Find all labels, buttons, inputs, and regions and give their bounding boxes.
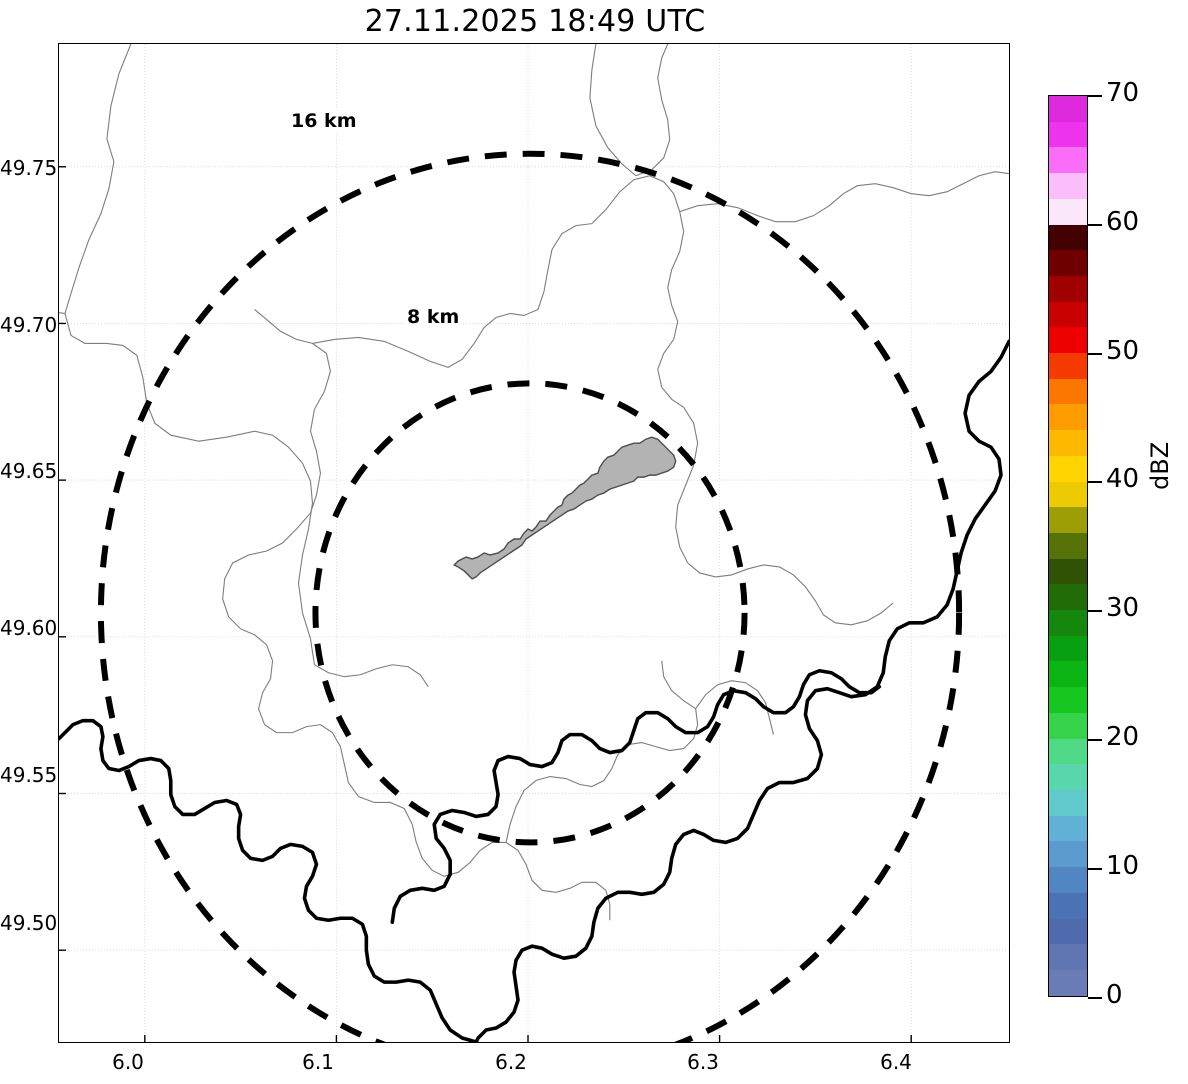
y-tick-label: 49.50 xyxy=(0,911,58,935)
colorbar-segment xyxy=(1049,147,1087,174)
colorbar-segment xyxy=(1049,789,1087,816)
colorbar-segment xyxy=(1049,275,1087,302)
colorbar-tick-label: 70 xyxy=(1106,78,1140,108)
colorbar-segment xyxy=(1049,944,1087,970)
colorbar-tick xyxy=(1088,224,1102,226)
colorbar-segment xyxy=(1049,198,1087,225)
range-ring-16km xyxy=(98,150,962,1042)
colorbar-segment xyxy=(1049,841,1087,868)
y-tick-label: 49.60 xyxy=(0,616,58,640)
colorbar-tick-label: 50 xyxy=(1106,336,1140,366)
colorbar-segment xyxy=(1049,404,1087,431)
colorbar-tick xyxy=(1088,868,1102,870)
colorbar-segment xyxy=(1049,250,1087,276)
national-border xyxy=(59,339,1009,1042)
colorbar-segment xyxy=(1049,224,1087,251)
colorbar-tick xyxy=(1088,997,1102,999)
colorbar-segment xyxy=(1049,918,1087,945)
figure-title: 27.11.2025 18:49 UTC xyxy=(364,4,706,39)
colorbar-segment xyxy=(1049,635,1087,662)
x-tick-label: 6.0 xyxy=(112,1050,144,1074)
colorbar-tick xyxy=(1088,610,1102,612)
colorbar-tick xyxy=(1088,353,1102,355)
y-tick-label: 49.70 xyxy=(0,313,58,337)
range-ring-label-8km: 8 km xyxy=(405,306,462,328)
colorbar-segment xyxy=(1049,481,1087,508)
y-tick-label: 49.65 xyxy=(0,459,58,483)
x-tick-label: 6.2 xyxy=(495,1050,527,1074)
colorbar-segment xyxy=(1049,301,1087,328)
colorbar-segment xyxy=(1049,584,1087,611)
colorbar-segment xyxy=(1049,610,1087,636)
colorbar-segment xyxy=(1049,121,1087,148)
colorbar-tick xyxy=(1088,481,1102,483)
y-tick-label: 49.75 xyxy=(0,156,58,180)
x-tick-label: 6.1 xyxy=(302,1050,334,1074)
map-canvas xyxy=(59,44,1009,1042)
colorbar-tick-label: 10 xyxy=(1106,851,1140,881)
y-tick-label: 49.55 xyxy=(0,763,58,787)
colorbar-segment xyxy=(1049,815,1087,842)
colorbar-segment xyxy=(1049,378,1087,405)
colorbar-segment xyxy=(1049,430,1087,456)
colorbar-title: dBZ xyxy=(1146,441,1174,490)
range-ring-label-16km: 16 km xyxy=(289,110,359,132)
colorbar-tick-label: 40 xyxy=(1106,464,1140,494)
colorbar-tick-label: 60 xyxy=(1106,207,1140,237)
colorbar-segment xyxy=(1049,712,1087,739)
colorbar-tick xyxy=(1088,739,1102,741)
colorbar[interactable] xyxy=(1048,95,1088,997)
x-tick-label: 6.3 xyxy=(687,1050,719,1074)
colorbar-segment xyxy=(1049,661,1087,688)
colorbar-segment xyxy=(1049,969,1087,996)
colorbar-segment xyxy=(1049,687,1087,713)
colorbar-segment xyxy=(1049,892,1087,919)
x-tick-label: 6.4 xyxy=(880,1050,912,1074)
range-ring-8km xyxy=(312,380,748,846)
colorbar-segment xyxy=(1049,738,1087,765)
colorbar-tick-label: 30 xyxy=(1106,593,1140,623)
map-plot-area[interactable]: 16 km 8 km xyxy=(58,43,1010,1043)
colorbar-tick-label: 20 xyxy=(1106,722,1140,752)
grid-lines xyxy=(59,44,1009,1042)
colorbar-segment xyxy=(1049,532,1087,559)
colorbar-segment xyxy=(1049,455,1087,482)
colorbar-segment xyxy=(1049,867,1087,893)
colorbar-segment xyxy=(1049,353,1087,379)
commune-boundaries xyxy=(59,44,1009,921)
colorbar-tick xyxy=(1088,95,1102,97)
range-rings xyxy=(98,150,962,1042)
colorbar-segment xyxy=(1049,173,1087,199)
colorbar-segment xyxy=(1049,96,1087,122)
colorbar-segment xyxy=(1049,764,1087,790)
colorbar-segment xyxy=(1049,558,1087,585)
axis-ticks xyxy=(59,166,912,1042)
colorbar-segment xyxy=(1049,327,1087,354)
city-area-polygon xyxy=(452,436,677,580)
colorbar-tick-label: 0 xyxy=(1106,980,1123,1010)
colorbar-segment xyxy=(1049,507,1087,533)
